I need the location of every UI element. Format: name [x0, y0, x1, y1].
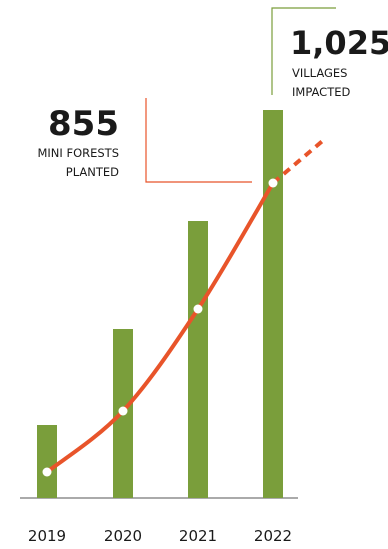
mini-forests-label-line-2: PLANTED	[66, 165, 119, 179]
line-point-2022	[268, 178, 278, 188]
trend-line	[45, 181, 275, 474]
mini-forests-value: 855	[48, 104, 119, 144]
x-tick-labels: 2019 2020 2021 2022	[28, 527, 292, 545]
mini-forests-callout-line	[145, 98, 252, 183]
bar-2021	[188, 221, 208, 498]
villages-value: 1,025	[290, 24, 388, 62]
trend-line-projection	[271, 136, 328, 185]
x-tick-2021: 2021	[179, 527, 217, 545]
villages-callout-line	[271, 7, 336, 95]
bar-2022	[263, 110, 283, 498]
x-tick-2020: 2020	[104, 527, 142, 545]
mini-forests-label-line-1: MINI FORESTS	[37, 146, 119, 160]
bars-group	[37, 110, 283, 498]
x-tick-2019: 2019	[28, 527, 66, 545]
bar-2019	[37, 425, 57, 498]
line-point-2019	[42, 467, 52, 477]
villages-label-line-1: VILLAGES	[292, 66, 347, 80]
line-group	[42, 136, 328, 477]
line-point-2021	[193, 304, 203, 314]
x-tick-2022: 2022	[254, 527, 292, 545]
line-point-2020	[118, 406, 128, 416]
villages-label-line-2: IMPACTED	[292, 85, 350, 99]
